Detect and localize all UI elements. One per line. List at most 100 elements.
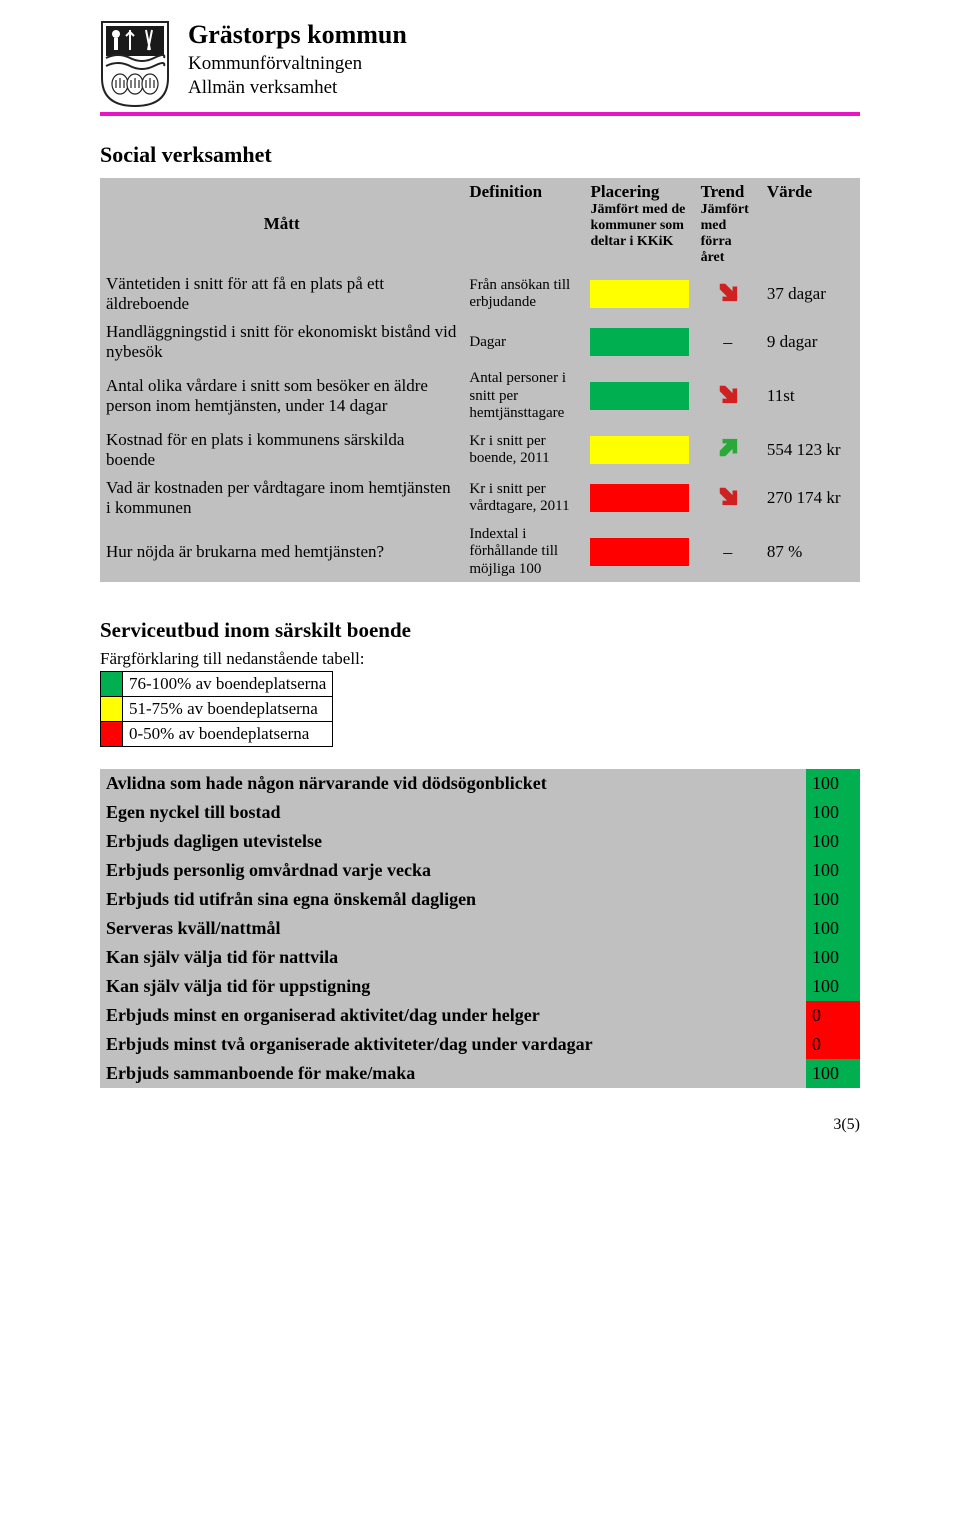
legend-row: 0-50% av boendeplatserna: [101, 721, 333, 746]
trend-up-icon: [717, 437, 739, 459]
header-text-block: Grästorps kommun Kommunförvaltningen All…: [188, 20, 407, 100]
service-score: 100: [806, 885, 860, 914]
col-plac-sub: Jämfört med de kommuner som deltar i KKi…: [590, 202, 688, 250]
service-label: Erbjuds dagligen utevistelse: [100, 827, 806, 856]
service-score-cell: 100: [806, 885, 860, 914]
table-row: Väntetiden i snitt för att få en plats p…: [100, 270, 860, 318]
service-section-title: Serviceutbud inom särskilt boende: [100, 618, 860, 643]
col-placering: Placering Jämfört med de kommuner som de…: [584, 178, 694, 270]
metric-trend: [695, 474, 761, 522]
col-trend: Trend Jämfört med förra året: [695, 178, 761, 270]
trend-down-icon: [717, 281, 739, 303]
service-score-cell: 100: [806, 972, 860, 1001]
metric-trend: [695, 426, 761, 474]
metric-label: Hur nöjda är brukarna med hemtjänsten?: [100, 522, 463, 582]
service-score: 100: [806, 943, 860, 972]
col-matt: Mått: [100, 178, 463, 270]
metric-definition: Från ansökan till erbjudande: [463, 270, 584, 318]
service-score-cell: 100: [806, 798, 860, 827]
service-score-cell: 0: [806, 1001, 860, 1030]
service-row: Erbjuds minst en organiserad aktivitet/d…: [100, 1001, 860, 1030]
metric-placering: [584, 474, 694, 522]
legend-caption: Färgförklaring till nedanstående tabell:: [100, 649, 860, 669]
service-label: Erbjuds tid utifrån sina egna önskemål d…: [100, 885, 806, 914]
legend-table: 76-100% av boendeplatserna51-75% av boen…: [100, 671, 333, 747]
header-line-2: Allmän verksamhet: [188, 76, 407, 100]
metric-trend: –: [695, 318, 761, 366]
metric-trend: –: [695, 522, 761, 582]
service-score-cell: 100: [806, 1059, 860, 1088]
section-title: Social verksamhet: [100, 142, 860, 168]
service-score-cell: 0: [806, 1030, 860, 1059]
col-trend-title: Trend: [701, 182, 745, 201]
service-score: 100: [806, 914, 860, 943]
metric-definition: Kr i snitt per boende, 2011: [463, 426, 584, 474]
service-score-cell: 100: [806, 914, 860, 943]
trend-down-icon: [717, 383, 739, 405]
metric-definition: Antal personer i snitt per hemtjänsttaga…: [463, 366, 584, 426]
trend-dash-icon: –: [723, 332, 732, 352]
metric-placering: [584, 366, 694, 426]
service-score: 0: [806, 1001, 860, 1030]
metric-label: Väntetiden i snitt för att få en plats p…: [100, 270, 463, 318]
placering-swatch: [590, 538, 688, 566]
header-line-1: Kommunförvaltningen: [188, 52, 407, 76]
legend-row: 51-75% av boendeplatserna: [101, 696, 333, 721]
legend-swatch: [101, 721, 123, 746]
service-label: Kan själv välja tid för uppstigning: [100, 972, 806, 1001]
service-label: Erbjuds minst en organiserad aktivitet/d…: [100, 1001, 806, 1030]
placering-swatch: [590, 328, 688, 356]
service-score: 100: [806, 1059, 860, 1088]
service-score-cell: 100: [806, 856, 860, 885]
service-score: 100: [806, 827, 860, 856]
table-row: Kostnad för en plats i kommunens särskil…: [100, 426, 860, 474]
legend-label: 0-50% av boendeplatserna: [123, 721, 333, 746]
service-row: Erbjuds minst två organiserade aktivitet…: [100, 1030, 860, 1059]
metric-placering: [584, 522, 694, 582]
service-label: Egen nyckel till bostad: [100, 798, 806, 827]
service-row: Kan själv välja tid för uppstigning100: [100, 972, 860, 1001]
col-value-label: Värde: [767, 182, 812, 201]
col-plac-title: Placering: [590, 182, 659, 201]
legend-row: 76-100% av boendeplatserna: [101, 671, 333, 696]
legend-swatch: [101, 671, 123, 696]
placering-swatch: [590, 382, 688, 410]
metric-value: 9 dagar: [761, 318, 860, 366]
org-name: Grästorps kommun: [188, 20, 407, 50]
metric-value: 270 174 kr: [761, 474, 860, 522]
municipality-logo: [100, 20, 170, 108]
metric-label: Kostnad för en plats i kommunens särskil…: [100, 426, 463, 474]
table-row: Hur nöjda är brukarna med hemtjänsten?In…: [100, 522, 860, 582]
metric-trend: [695, 366, 761, 426]
metric-definition: Indextal i förhållande till möjliga 100: [463, 522, 584, 582]
service-score-cell: 100: [806, 827, 860, 856]
service-label: Serveras kväll/nattmål: [100, 914, 806, 943]
metric-label: Antal olika vårdare i snitt som besöker …: [100, 366, 463, 426]
table-header-row: Mått Definition Placering Jämfört med de…: [100, 178, 860, 270]
metric-placering: [584, 318, 694, 366]
col-value: Värde: [761, 178, 860, 270]
table-row: Vad är kostnaden per vårdtagare inom hem…: [100, 474, 860, 522]
service-score: 0: [806, 1030, 860, 1059]
trend-down-icon: [717, 485, 739, 507]
service-row: Erbjuds tid utifrån sina egna önskemål d…: [100, 885, 860, 914]
page: Grästorps kommun Kommunförvaltningen All…: [0, 0, 960, 1174]
table-row: Antal olika vårdare i snitt som besöker …: [100, 366, 860, 426]
metric-value: 37 dagar: [761, 270, 860, 318]
service-label: Erbjuds personlig omvårdnad varje vecka: [100, 856, 806, 885]
metric-trend: [695, 270, 761, 318]
metric-label: Vad är kostnaden per vårdtagare inom hem…: [100, 474, 463, 522]
placering-swatch: [590, 436, 688, 464]
col-definition: Definition: [463, 178, 584, 270]
service-row: Kan själv välja tid för nattvila100: [100, 943, 860, 972]
col-def-label: Definition: [469, 182, 542, 201]
metric-value: 11st: [761, 366, 860, 426]
trend-dash-icon: –: [723, 542, 732, 562]
service-score-cell: 100: [806, 943, 860, 972]
metric-label: Handläggningstid i snitt för ekonomiskt …: [100, 318, 463, 366]
legend-swatch: [101, 696, 123, 721]
service-row: Erbjuds personlig omvårdnad varje vecka1…: [100, 856, 860, 885]
service-score: 100: [806, 856, 860, 885]
service-row: Erbjuds dagligen utevistelse100: [100, 827, 860, 856]
col-matt-label: Mått: [264, 214, 300, 233]
